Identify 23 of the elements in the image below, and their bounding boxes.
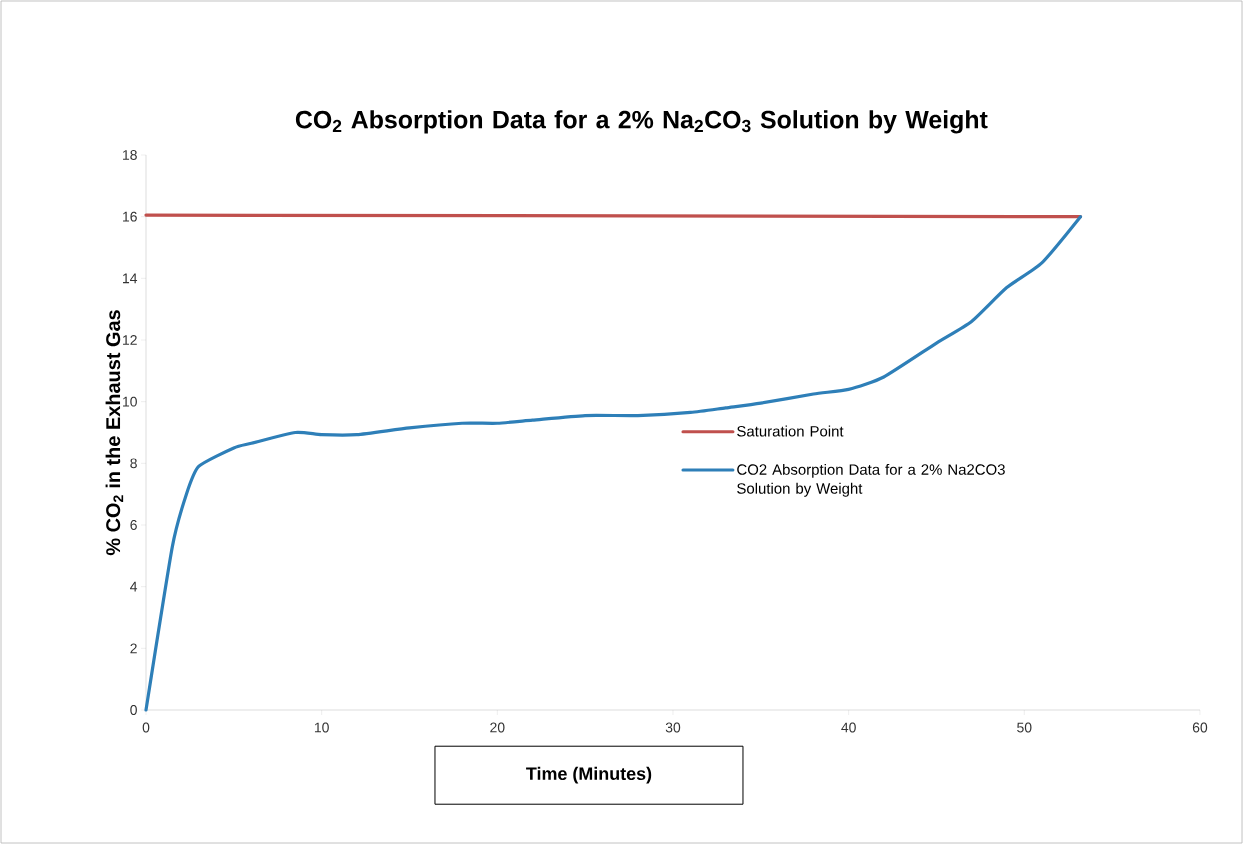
x-tick-label: 40 <box>841 722 856 733</box>
x-tick-label: 0 <box>142 722 150 733</box>
x-tick-label: 20 <box>490 722 505 733</box>
y-tick-label: 8 <box>130 458 137 469</box>
line-series <box>144 215 1083 712</box>
y-tick-label: 0 <box>130 705 137 715</box>
x-axis-title: Time (Minutes) <box>526 766 652 784</box>
legend-label: Saturation Point <box>737 425 844 437</box>
y-tick-label: 2 <box>130 643 137 654</box>
chart-title: CO$_{2}$ Absorption Data for a 2% Na$_{2}$CO$_{3}$ Solution by Weight <box>295 110 988 134</box>
y-tick-label: 12 <box>123 335 137 345</box>
y-tick-label: 10 <box>123 396 137 407</box>
x-tick-label: 10 <box>314 722 329 733</box>
x-tick-label: 60 <box>1192 722 1208 733</box>
x-tick-label: 30 <box>665 722 681 733</box>
y-tick-label: 4 <box>130 581 138 592</box>
y-tick-label: 14 <box>123 273 138 284</box>
y-tick-label: 18 <box>123 150 137 160</box>
legend-label: CO2 Absorption Data for a 2% Na2CO3 Solution by Weight <box>737 463 1005 497</box>
y-tick-label: 6 <box>130 520 137 530</box>
y-axis-title: % CO$_{2}$ in the Exhaust Gas <box>105 310 124 556</box>
x-tick-label: 50 <box>1017 722 1032 733</box>
y-tick-label: 16 <box>123 211 137 222</box>
